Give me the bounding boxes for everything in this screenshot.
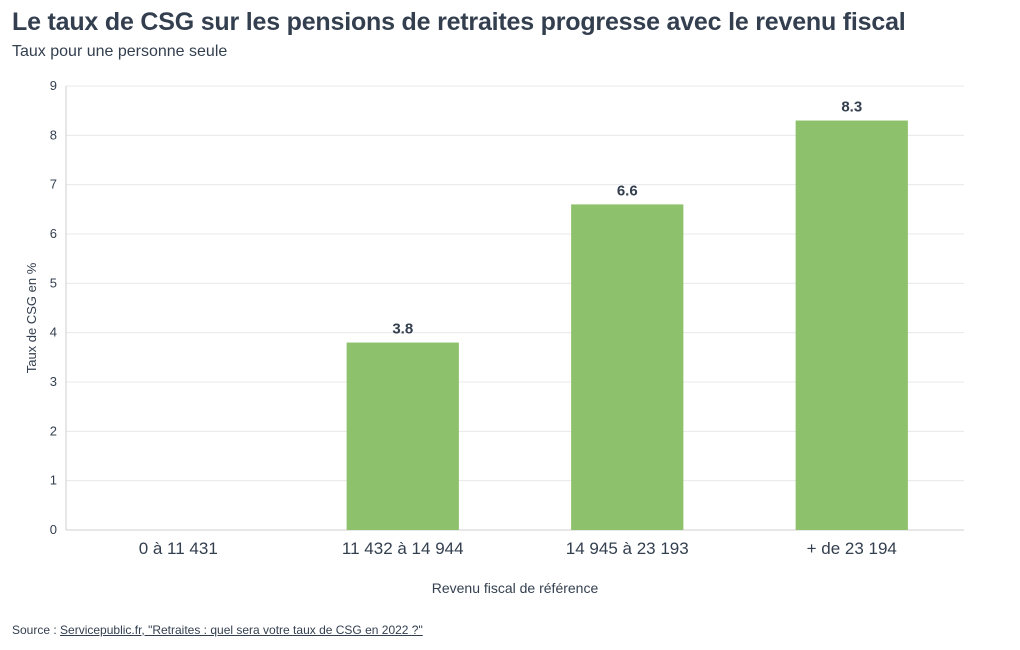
y-tick-label: 8 [50, 127, 57, 142]
y-tick-label: 4 [50, 325, 57, 340]
page-subtitle: Taux pour une personne seule [12, 43, 228, 60]
x-tick-label: + de 23 194 [807, 539, 897, 558]
y-tick-label: 6 [50, 226, 57, 241]
data-label: 6.6 [617, 182, 638, 199]
source-note: Source : Servicepublic.fr, "Retraites : … [12, 623, 423, 637]
bar [346, 342, 459, 530]
y-tick-label: 9 [50, 78, 57, 93]
y-axis-title: Taux de CSG en % [24, 262, 39, 373]
source-link[interactable]: Servicepublic.fr, "Retraites : quel sera… [60, 623, 423, 637]
bar [571, 204, 684, 530]
x-tick-label: 0 à 11 431 [139, 539, 218, 558]
y-tick-label: 1 [50, 473, 57, 488]
source-prefix: Source : [12, 623, 61, 637]
data-label: 8.3 [841, 99, 862, 116]
x-tick-label: 14 945 à 23 193 [566, 539, 689, 558]
data-label: 3.8 [392, 321, 413, 338]
y-tick-label: 5 [50, 275, 57, 290]
x-tick-label: 11 432 à 14 944 [342, 539, 464, 558]
y-tick-label: 2 [50, 423, 57, 438]
page-title: Le taux de CSG sur les pensions de retra… [12, 8, 906, 36]
bar-chart: 0 1 2 3 4 5 6 7 8 9 0 à 11 431 3.8 11 432 à 14 944 6.… [24, 78, 964, 596]
y-tick-label: 3 [50, 374, 57, 389]
y-tick-label: 0 [50, 522, 57, 537]
x-axis-title: Revenu fiscal de référence [432, 580, 599, 596]
y-tick-label: 7 [50, 177, 57, 192]
bar [795, 120, 908, 531]
